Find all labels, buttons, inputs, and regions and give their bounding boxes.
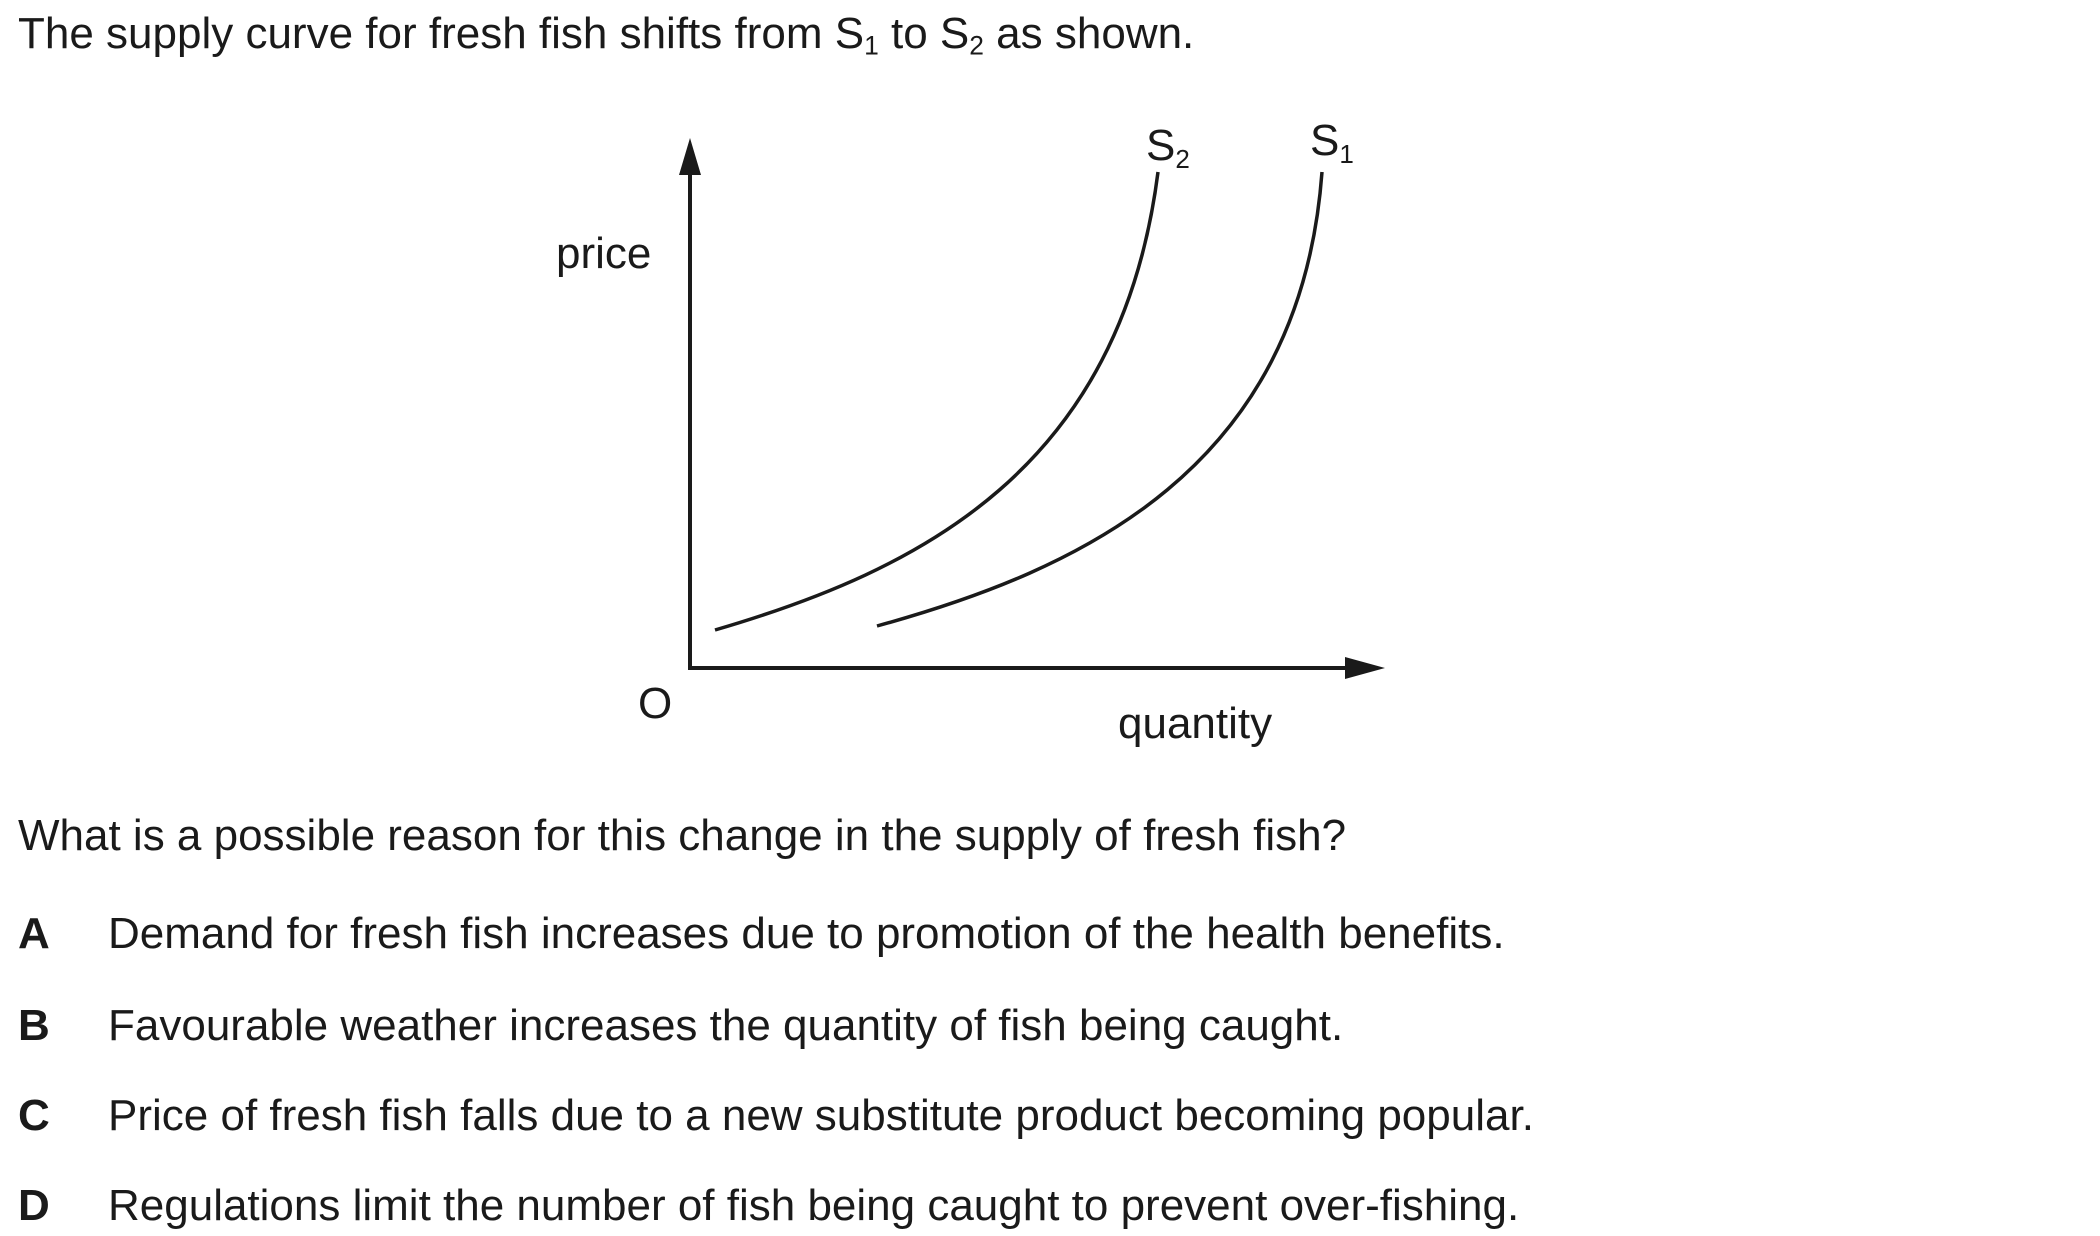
option-text: Regulations limit the number of fish bei…: [108, 1181, 1519, 1230]
option-a[interactable]: A Demand for fresh fish increases due to …: [18, 908, 1505, 961]
option-letter: D: [18, 1180, 108, 1233]
option-text: Demand for fresh fish increases due to p…: [108, 909, 1505, 958]
curve-label-s1: S1: [1310, 116, 1354, 169]
option-letter: C: [18, 1090, 108, 1143]
question-stem: The supply curve for fresh fish shifts f…: [18, 8, 1194, 61]
curve-label-s2: S2: [1146, 121, 1190, 174]
origin-label: O: [638, 679, 672, 728]
x-axis-arrow-icon: [1345, 657, 1385, 679]
stem-suffix: as shown.: [984, 9, 1194, 58]
curve-label-s2-letter: S: [1146, 121, 1175, 170]
option-text: Favourable weather increases the quantit…: [108, 1001, 1343, 1050]
stem-sub-2: 2: [969, 31, 984, 61]
option-letter: A: [18, 908, 108, 961]
supply-curve-s1: [877, 172, 1322, 626]
option-letter: B: [18, 1000, 108, 1053]
stem-prefix: The supply curve for fresh fish shifts f…: [18, 9, 864, 58]
x-axis-label: quantity: [1118, 699, 1272, 748]
question-text: What is a possible reason for this chang…: [18, 810, 1346, 863]
curve-label-s1-letter: S: [1310, 116, 1339, 165]
curve-label-s2-sub: 2: [1175, 144, 1189, 174]
y-axis-label: price: [556, 229, 651, 278]
option-d[interactable]: D Regulations limit the number of fish be…: [18, 1180, 1519, 1233]
option-text: Price of fresh fish falls due to a new s…: [108, 1091, 1534, 1140]
option-b[interactable]: B Favourable weather increases the quanti…: [18, 1000, 1343, 1053]
stem-sub-1: 1: [864, 31, 879, 61]
stem-middle: to S: [879, 9, 970, 58]
curve-label-s1-sub: 1: [1339, 139, 1353, 169]
supply-curve-s2: [715, 172, 1158, 630]
y-axis-arrow-icon: [679, 138, 701, 175]
option-c[interactable]: C Price of fresh fish falls due to a new …: [18, 1090, 1534, 1143]
